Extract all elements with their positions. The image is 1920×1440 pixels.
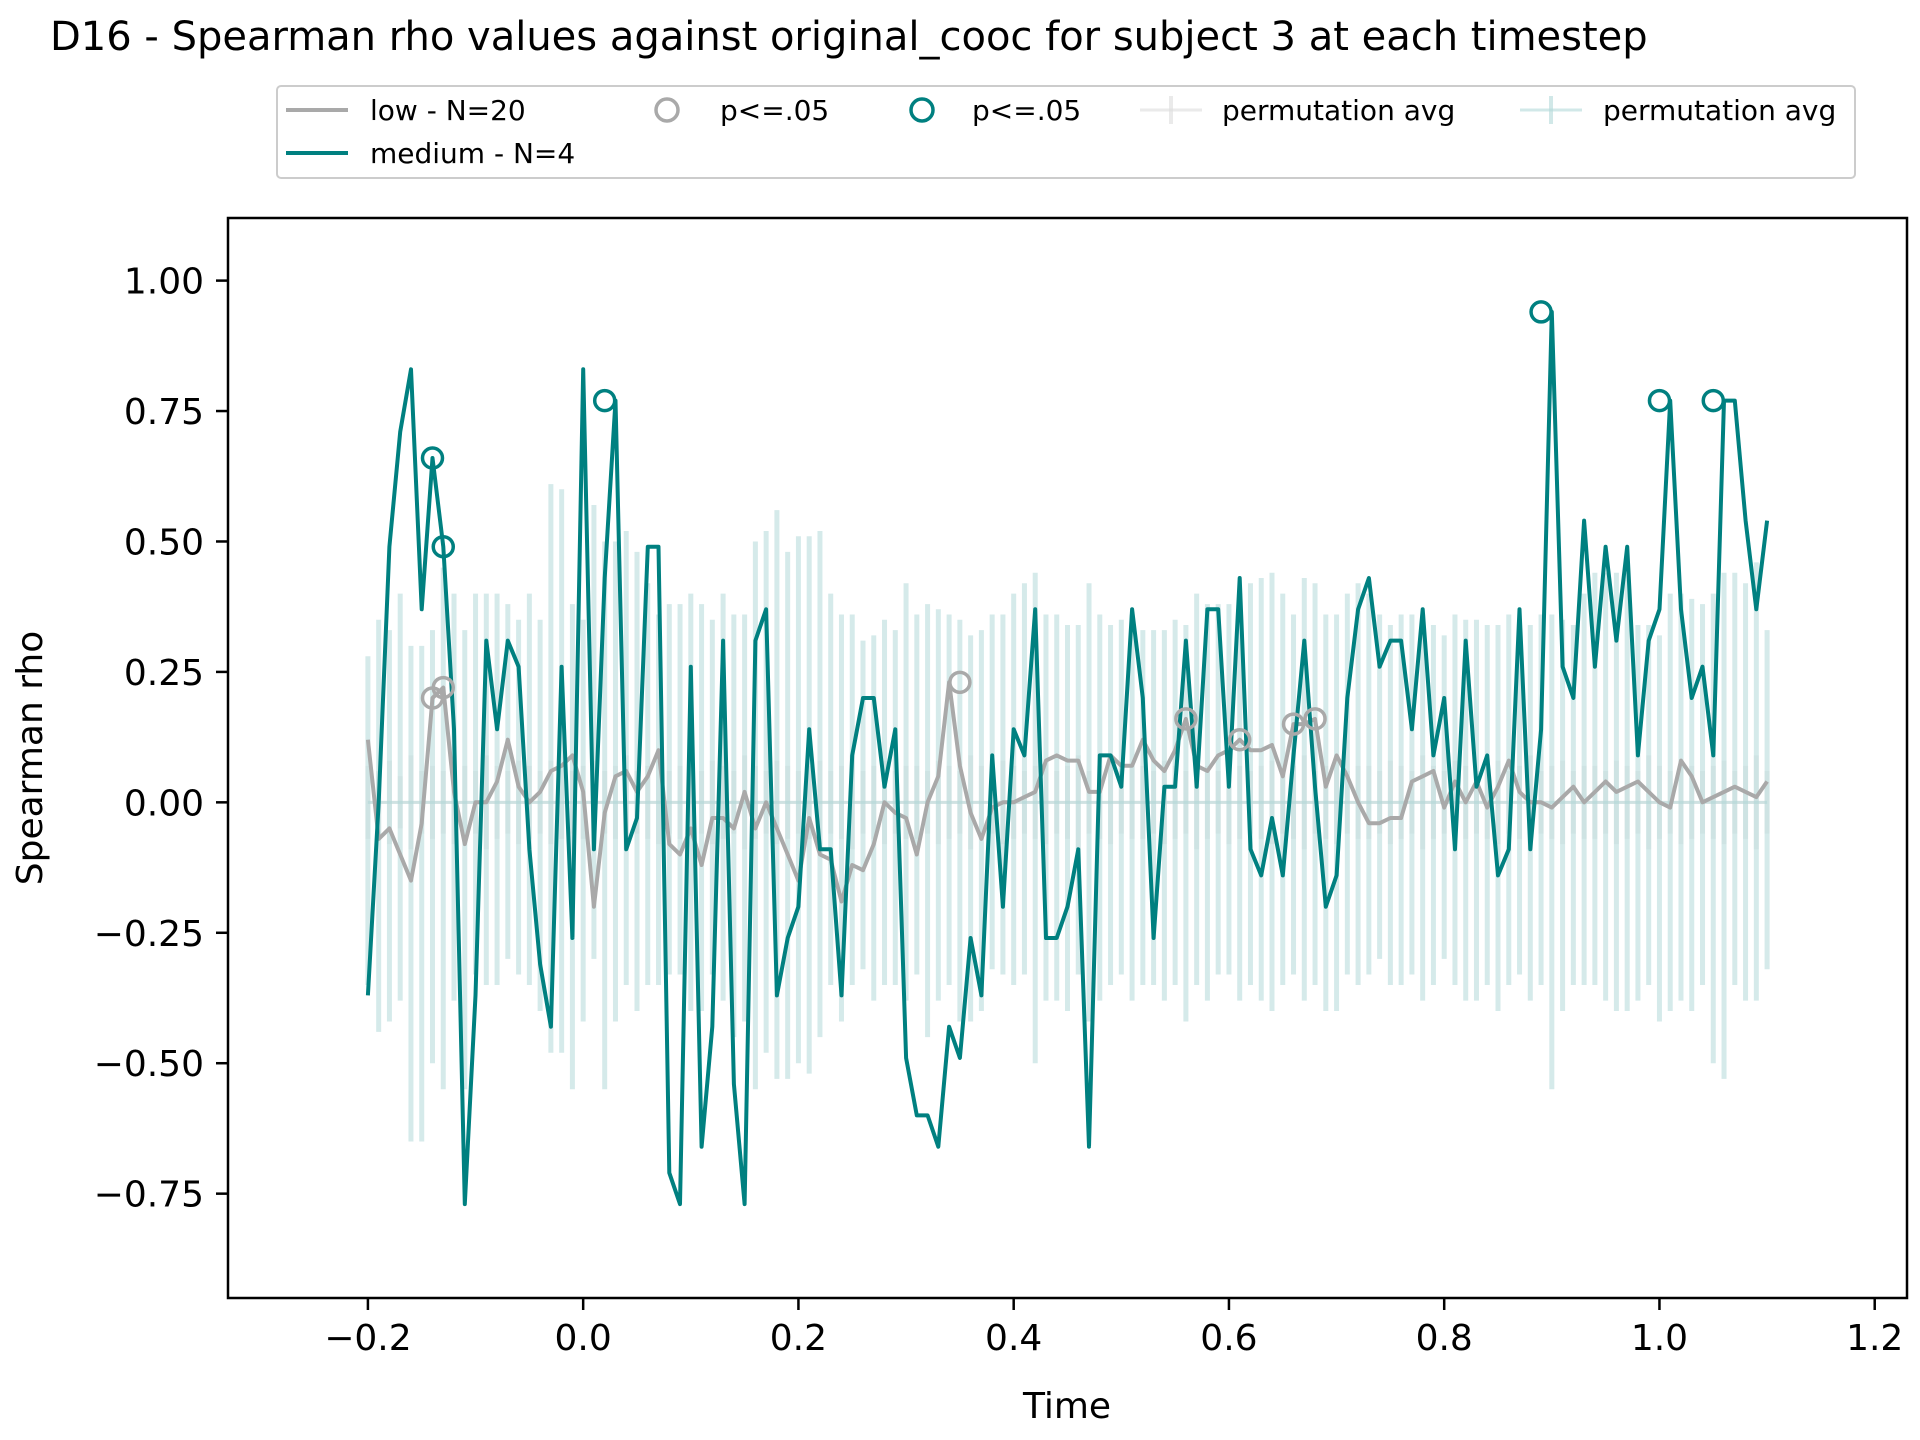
significance-marker [431, 675, 456, 700]
legend-frame [276, 85, 1856, 179]
legend-marker-swatch [654, 97, 680, 123]
significance-marker [1303, 707, 1327, 731]
legend-label: p<=.05 [720, 94, 829, 127]
y-tick-label: −0.75 [94, 1175, 204, 1216]
y-axis-label: Spearman rho [10, 631, 51, 885]
plot-frame [226, 216, 1909, 1300]
significance-marker [431, 534, 456, 559]
x-tick-label: 0.6 [1200, 1318, 1257, 1359]
y-tick-label: −0.50 [94, 1044, 204, 1085]
chart-title: D16 - Spearman rho values against origin… [50, 14, 1648, 60]
x-tick-label: 0.4 [985, 1318, 1042, 1359]
x-tick-label: 0.0 [555, 1318, 612, 1359]
significance-marker [1174, 707, 1198, 731]
x-tick-label: 1.0 [1631, 1318, 1688, 1359]
legend-marker-swatch [909, 97, 935, 123]
series-line [365, 309, 1770, 1207]
significance-marker [948, 670, 972, 695]
significance-marker [592, 388, 617, 413]
legend-label: medium - N=4 [370, 137, 575, 170]
significance-marker [1529, 300, 1553, 324]
y-tick-label: 0.25 [124, 653, 204, 694]
legend-label: low - N=20 [370, 94, 526, 127]
significance-marker [420, 446, 445, 470]
x-axis-label: Time [1022, 1386, 1111, 1427]
x-tick-label: −0.2 [324, 1318, 411, 1359]
significance-marker [1701, 388, 1726, 413]
y-tick-label: 0.75 [124, 392, 204, 433]
y-tick-label: 0.50 [124, 522, 204, 563]
significance-marker [1227, 727, 1252, 752]
axes: −0.2 0.0 0.2 0.4 0.6 0.8 1.0 1.2 1.00 0.75 0.50 0.2… [94, 262, 1904, 1359]
legend-label: p<=.05 [972, 94, 1081, 127]
significance-marker [1281, 712, 1306, 736]
x-tick-label: 0.8 [1416, 1318, 1473, 1359]
y-tick-label: 0.00 [124, 783, 204, 824]
legend-label: permutation avg [1603, 94, 1836, 127]
y-tick-label: 1.00 [124, 262, 204, 303]
legend-label: permutation avg [1222, 94, 1455, 127]
x-tick-label: 1.2 [1846, 1318, 1903, 1359]
y-tick-label: −0.25 [94, 914, 204, 955]
legend: low - N=20 medium - N=4 p<=.05 p<=.05 permut… [276, 85, 1856, 179]
x-tick-label: 0.2 [770, 1318, 827, 1359]
plot-area [365, 300, 1770, 1207]
significance-marker [1647, 388, 1672, 413]
